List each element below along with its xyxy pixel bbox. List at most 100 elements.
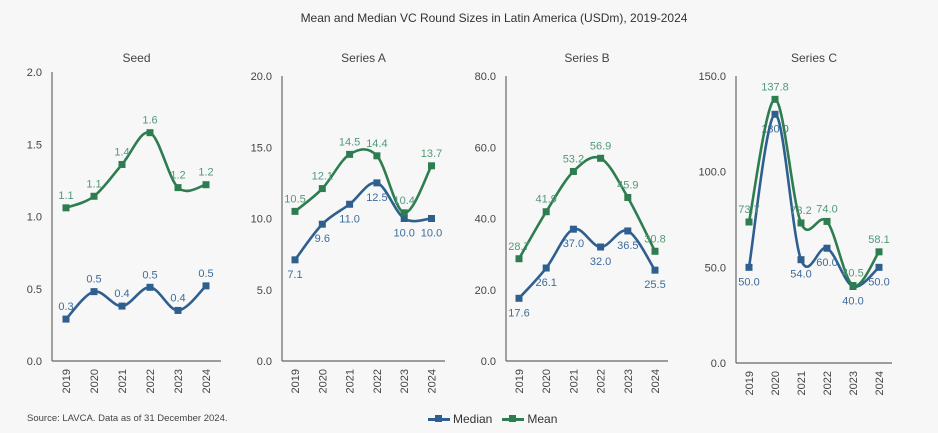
data-label-median: 26.1 xyxy=(535,277,556,289)
data-point-mean xyxy=(146,129,154,137)
data-point-mean xyxy=(90,192,98,200)
data-point-median xyxy=(318,220,326,228)
y-tick-label: 40.0 xyxy=(475,214,496,226)
data-label-mean: 12.1 xyxy=(312,171,333,183)
data-point-median xyxy=(62,315,70,323)
data-label-median: 40.0 xyxy=(842,295,863,307)
data-point-median xyxy=(745,263,753,271)
data-label-median: 7.1 xyxy=(287,269,302,281)
y-tick-label: 80.0 xyxy=(475,71,496,83)
data-label-median: 54.0 xyxy=(790,269,811,281)
data-label-mean: 14.4 xyxy=(366,138,387,150)
x-tick-label: 2024 xyxy=(201,369,213,393)
data-label-median: 0.3 xyxy=(58,301,73,313)
x-tick-label: 2019 xyxy=(290,369,302,393)
y-tick-label: 5.0 xyxy=(257,285,272,297)
series-line-median xyxy=(747,112,880,288)
data-point-mean xyxy=(797,219,805,227)
x-tick-label: 2021 xyxy=(345,369,357,393)
y-tick-label: 1.5 xyxy=(27,139,42,151)
data-point-mean xyxy=(346,150,354,158)
data-point-mean xyxy=(174,184,182,192)
data-label-median: 130.0 xyxy=(761,123,789,135)
data-label-mean: 1.1 xyxy=(58,190,73,202)
x-tick-label: 2019 xyxy=(744,371,756,395)
data-label-mean: 73.7 xyxy=(738,204,759,216)
data-label-mean: 40.5 xyxy=(842,268,863,280)
data-point-median xyxy=(202,282,210,290)
panel-title: Series C xyxy=(791,51,837,65)
panel-series-c: Series C 0.0 50.0 100.0 150.0 2019 2020 2021 202… xyxy=(698,51,892,395)
data-point-mean xyxy=(118,160,126,168)
legend-mean-label: Mean xyxy=(527,412,558,426)
data-label-mean: 13.7 xyxy=(421,148,442,160)
data-label-mean: 1.2 xyxy=(170,170,185,182)
x-tick-label: 2022 xyxy=(822,371,834,395)
data-point-median xyxy=(346,200,354,208)
data-label-median: 10.0 xyxy=(421,228,442,240)
data-label-mean: 74.0 xyxy=(816,203,837,215)
y-tick-label: 0.0 xyxy=(481,356,496,368)
x-tick-label: 2024 xyxy=(427,369,439,393)
y-tick-label: 2.0 xyxy=(27,67,42,79)
data-label-median: 0.5 xyxy=(198,268,213,280)
legend-median-label: Median xyxy=(453,412,493,426)
data-label-median: 0.5 xyxy=(142,269,157,281)
data-point-median xyxy=(146,283,154,291)
y-tick-label: 0.0 xyxy=(27,356,42,368)
data-point-median xyxy=(400,215,408,222)
x-tick-label: 2019 xyxy=(514,369,526,393)
panel-seed: Seed 0.0 0.5 1.0 1.5 2.0 2019 2020 2021 2022 2023 2… xyxy=(27,51,221,393)
data-point-mean xyxy=(291,207,299,215)
x-tick-label: 2022 xyxy=(596,369,608,393)
data-label-median: 32.0 xyxy=(590,256,611,268)
data-label-median: 12.5 xyxy=(366,192,387,204)
x-tick-label: 2020 xyxy=(317,369,329,393)
data-label-median: 60.0 xyxy=(816,257,837,269)
x-tick-label: 2023 xyxy=(399,369,411,393)
data-point-mean xyxy=(745,218,753,226)
x-tick-label: 2020 xyxy=(541,369,553,393)
data-label-median: 9.6 xyxy=(315,233,330,245)
data-point-median xyxy=(428,215,435,222)
y-tick-label: 0.0 xyxy=(711,358,726,370)
data-label-median: 37.0 xyxy=(563,238,584,250)
data-point-median xyxy=(597,243,605,251)
data-label-mean: 10.5 xyxy=(284,193,305,205)
panel-title: Seed xyxy=(122,51,150,65)
legend-mean-swatch xyxy=(502,415,525,422)
y-tick-label: 60.0 xyxy=(475,142,496,154)
x-tick-label: 2024 xyxy=(650,369,662,393)
data-label-mean: 41.9 xyxy=(535,194,556,206)
x-tick-label: 2021 xyxy=(796,371,808,395)
data-point-median xyxy=(118,302,126,310)
data-label-mean: 45.9 xyxy=(617,179,638,191)
source-note: Source: LAVCA. Data as of 31 December 20… xyxy=(27,413,228,424)
y-tick-label: 50.0 xyxy=(705,262,726,274)
y-tick-label: 100.0 xyxy=(698,167,726,179)
data-label-median: 10.0 xyxy=(393,228,414,240)
data-point-median xyxy=(515,294,523,302)
data-label-median: 50.0 xyxy=(738,276,759,288)
data-point-median xyxy=(651,266,659,274)
data-point-median xyxy=(291,256,299,264)
chart-title: Mean and Median VC Round Sizes in Latin … xyxy=(301,11,688,25)
data-label-mean: 14.5 xyxy=(339,136,360,148)
data-label-mean: 28.7 xyxy=(508,241,529,253)
data-label-median: 36.5 xyxy=(617,240,638,252)
series-line-mean xyxy=(517,155,657,260)
data-point-mean xyxy=(771,95,779,103)
data-label-mean: 137.8 xyxy=(761,81,789,93)
data-point-median xyxy=(90,288,98,296)
data-label-mean: 1.4 xyxy=(114,146,129,158)
data-label-median: 17.6 xyxy=(508,307,529,319)
x-tick-label: 2020 xyxy=(770,371,782,395)
y-tick-label: 150.0 xyxy=(698,71,726,83)
data-point-mean xyxy=(373,152,381,160)
data-point-mean xyxy=(823,217,831,225)
y-tick-label: 1.0 xyxy=(27,212,42,224)
x-tick-label: 2020 xyxy=(89,369,101,393)
data-label-median: 50.0 xyxy=(868,276,889,288)
legend-median: Median xyxy=(428,412,492,426)
